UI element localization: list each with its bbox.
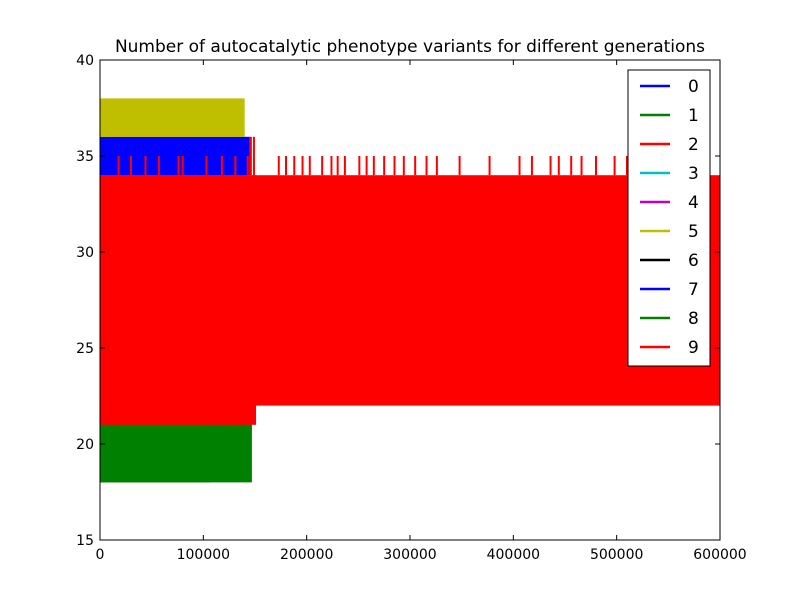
y-tick-label: 30 [76,245,94,261]
legend-label-7: 7 [688,280,699,300]
series-9-band [100,175,257,425]
y-tick-label: 15 [76,533,94,549]
x-tick-label: 200000 [280,547,333,563]
series-layer [100,98,720,483]
legend-label-9: 9 [688,338,699,358]
y-tick-label: 35 [76,149,94,165]
y-tick-label: 20 [76,437,94,453]
y-tick-label: 40 [76,53,94,69]
x-tick-label: 600000 [693,547,746,563]
legend: 0 1 2 3 4 5 6 7 8 9 [627,69,711,367]
legend-label-0: 0 [688,77,699,97]
x-axis: 0 100000 200000 300000 400000 500000 600000 [96,60,747,563]
x-tick-label: 300000 [383,547,436,563]
legend-label-4: 4 [688,193,699,213]
x-tick-label: 100000 [177,547,230,563]
legend-label-6: 6 [688,251,699,271]
series-7 [100,156,248,176]
legend-label-3: 3 [688,164,699,184]
series-5 [100,98,245,137]
chart-title: Number of autocatalytic phenotype varian… [115,37,705,57]
series-7-band [100,156,248,176]
legend-label-5: 5 [688,222,699,242]
series-9 [100,136,257,425]
legend-label-2: 2 [688,135,699,155]
plot-area [99,59,721,541]
legend-label-8: 8 [688,309,699,329]
x-tick-label: 400000 [487,547,540,563]
x-tick-label: 500000 [590,547,643,563]
series-5-band [100,98,245,137]
x-tick-label: 0 [96,547,105,563]
y-tick-label: 25 [76,341,94,357]
legend-label-1: 1 [688,106,699,126]
legend-frame [627,69,711,367]
